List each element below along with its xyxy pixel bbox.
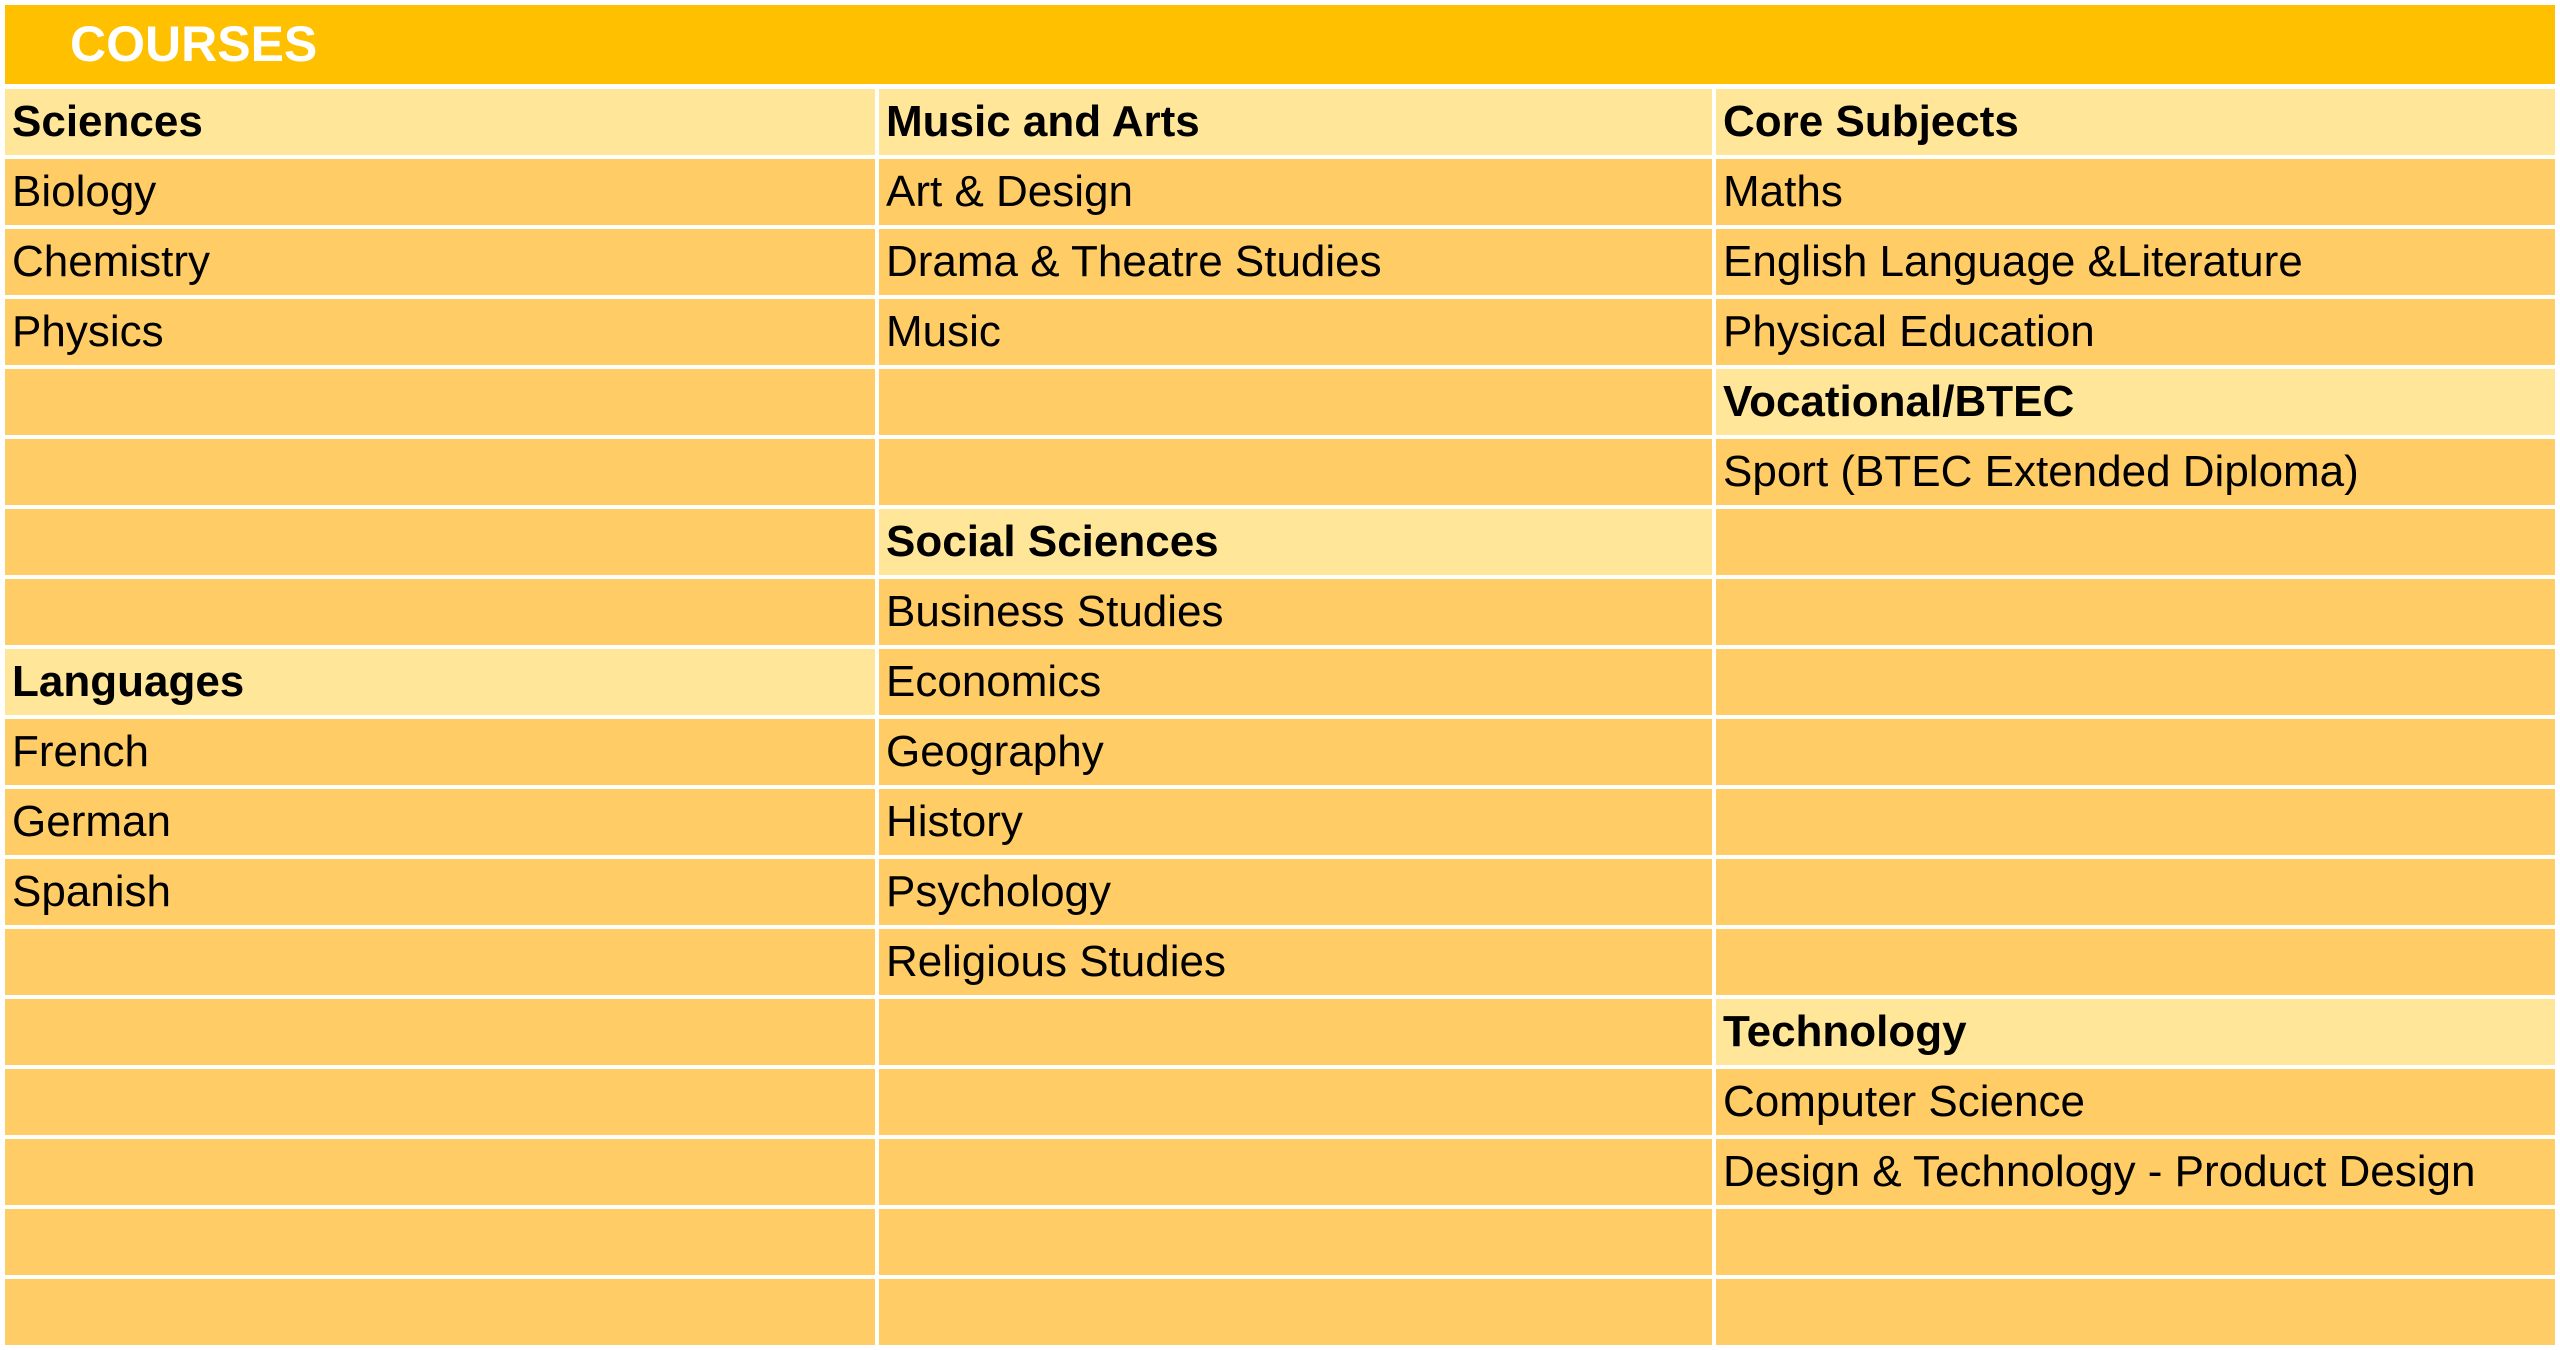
empty-cell (1716, 1279, 2555, 1345)
course-cell: Physics (5, 299, 875, 365)
empty-cell (1716, 789, 2555, 855)
course-cell: English Language &Literature (1716, 229, 2555, 295)
course-cell: Economics (879, 649, 1712, 715)
empty-cell (5, 1209, 875, 1275)
category-header: Music and Arts (879, 89, 1712, 155)
empty-cell (879, 1069, 1712, 1135)
course-cell: Psychology (879, 859, 1712, 925)
category-header: Vocational/BTEC (1716, 369, 2555, 435)
empty-cell (5, 1069, 875, 1135)
empty-cell (5, 1139, 875, 1205)
course-cell: Business Studies (879, 579, 1712, 645)
course-cell: Geography (879, 719, 1712, 785)
empty-cell (1716, 1209, 2555, 1275)
course-cell: Art & Design (879, 159, 1712, 225)
empty-cell (1716, 649, 2555, 715)
empty-cell (879, 439, 1712, 505)
empty-cell (1716, 579, 2555, 645)
course-cell: Computer Science (1716, 1069, 2555, 1135)
course-cell: Maths (1716, 159, 2555, 225)
category-header: Core Subjects (1716, 89, 2555, 155)
category-header: Languages (5, 649, 875, 715)
courses-table: Sciences Music and Arts Core Subjects Biolo… (5, 89, 2555, 1345)
course-cell: History (879, 789, 1712, 855)
course-cell: Chemistry (5, 229, 875, 295)
course-cell: Physical Education (1716, 299, 2555, 365)
empty-cell (1716, 719, 2555, 785)
course-cell: Spanish (5, 859, 875, 925)
empty-cell (5, 1279, 875, 1345)
empty-cell (1716, 929, 2555, 995)
empty-cell (1716, 859, 2555, 925)
empty-cell (879, 999, 1712, 1065)
course-cell: Music (879, 299, 1712, 365)
course-cell: Drama & Theatre Studies (879, 229, 1712, 295)
category-header: Social Sciences (879, 509, 1712, 575)
empty-cell (5, 369, 875, 435)
course-cell: Sport (BTEC Extended Diploma) (1716, 439, 2555, 505)
empty-cell (879, 369, 1712, 435)
category-header: Sciences (5, 89, 875, 155)
empty-cell (879, 1279, 1712, 1345)
empty-cell (1716, 509, 2555, 575)
empty-cell (879, 1209, 1712, 1275)
course-cell: French (5, 719, 875, 785)
empty-cell (5, 999, 875, 1065)
empty-cell (5, 509, 875, 575)
empty-cell (5, 579, 875, 645)
empty-cell (5, 929, 875, 995)
empty-cell (879, 1139, 1712, 1205)
course-cell: German (5, 789, 875, 855)
course-cell: Biology (5, 159, 875, 225)
courses-sheet: COURSES Sciences Music and Arts Core Subje… (5, 5, 2555, 1345)
category-header: Technology (1716, 999, 2555, 1065)
course-cell: Religious Studies (879, 929, 1712, 995)
page-title: COURSES (5, 5, 2555, 84)
empty-cell (5, 439, 875, 505)
course-cell: Design & Technology - Product Design (1716, 1139, 2555, 1205)
